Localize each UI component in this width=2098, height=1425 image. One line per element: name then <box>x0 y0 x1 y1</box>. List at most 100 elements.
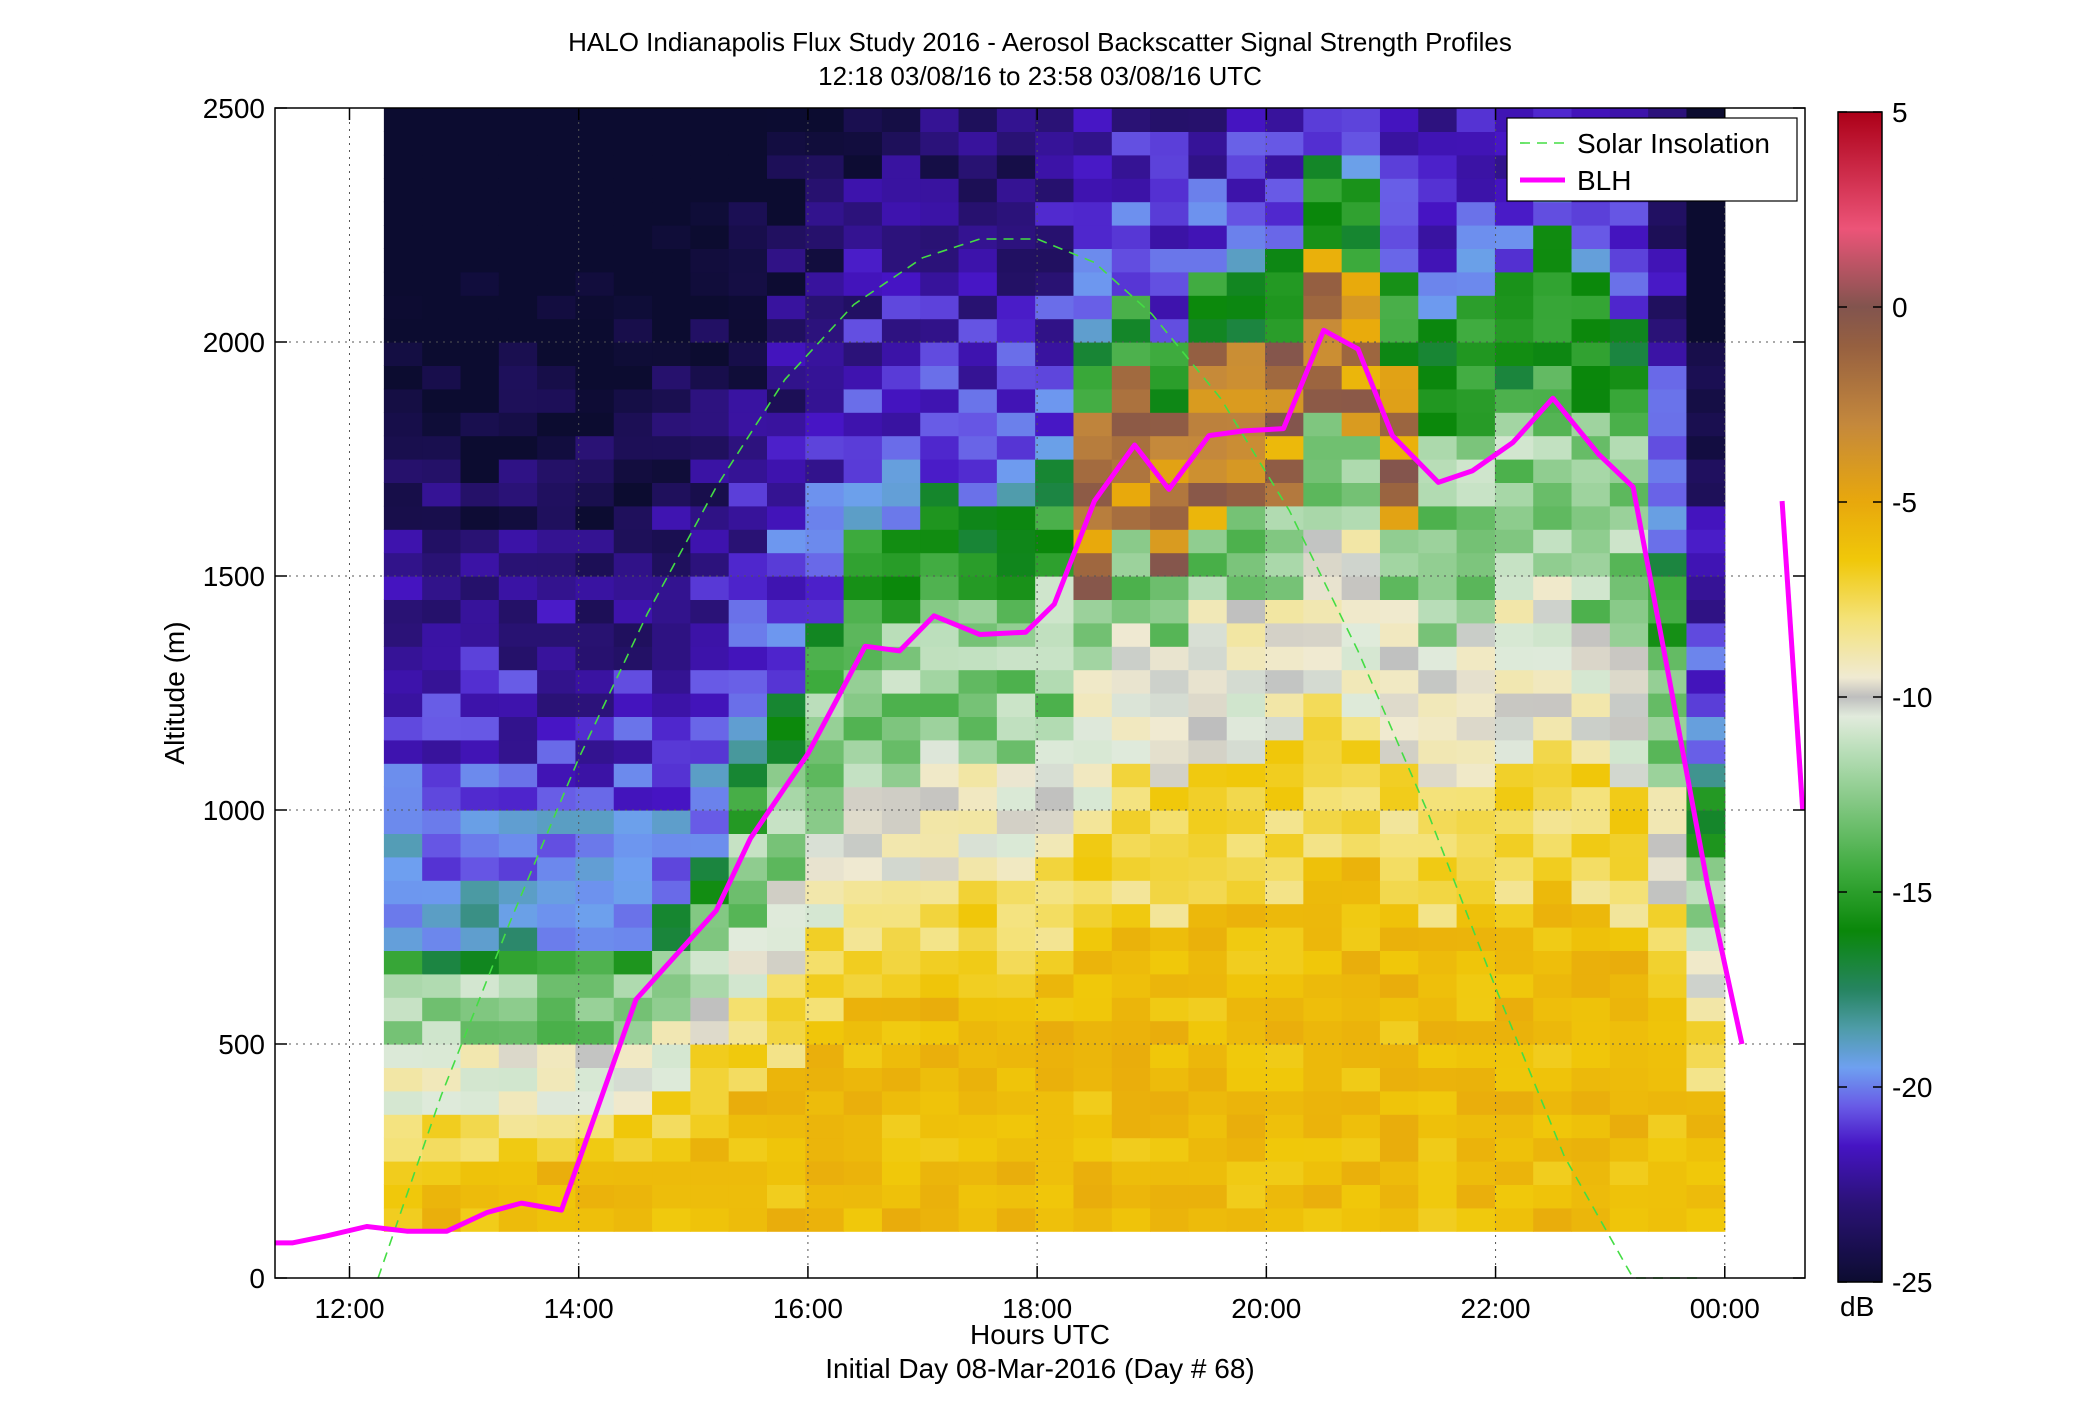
heatmap-cell <box>422 786 462 811</box>
heatmap-cell <box>996 950 1036 975</box>
heatmap-cell <box>537 529 577 554</box>
heatmap-cell <box>690 154 730 179</box>
heatmap-cell <box>1265 786 1304 811</box>
heatmap-cell <box>1150 1044 1190 1068</box>
heatmap-cell <box>1571 388 1611 413</box>
heatmap-cell <box>1418 1161 1458 1185</box>
heatmap-cell <box>920 1184 960 1209</box>
heatmap-cell <box>1111 646 1151 671</box>
heatmap-cell <box>1265 178 1304 203</box>
heatmap-cell <box>537 693 577 717</box>
heatmap-cell <box>1418 1090 1458 1115</box>
heatmap-cell <box>1456 178 1496 203</box>
heatmap-cell <box>1609 1184 1649 1209</box>
heatmap-cell <box>652 576 691 600</box>
heatmap-cell <box>575 903 615 928</box>
heatmap-cell <box>766 482 806 507</box>
heatmap-cell <box>996 880 1036 905</box>
heatmap-cell <box>383 576 423 600</box>
heatmap-cell <box>422 669 462 694</box>
heatmap-cell <box>1533 810 1573 834</box>
heatmap-cell <box>920 1207 960 1232</box>
heatmap-cell <box>1226 622 1266 647</box>
y-axis-label: Altitude (m) <box>159 621 190 764</box>
heatmap-cell <box>728 365 768 390</box>
heatmap-cell <box>1533 295 1573 320</box>
heatmap-cell <box>1609 763 1649 788</box>
heatmap-cell <box>1188 318 1228 343</box>
heatmap-cell <box>1035 810 1075 834</box>
heatmap-cell <box>1035 646 1075 671</box>
heatmap-cell <box>996 903 1036 928</box>
heatmap-cell <box>1111 154 1151 179</box>
heatmap-cell <box>958 880 998 905</box>
heatmap-cell <box>1456 576 1496 600</box>
heatmap-cell <box>920 108 960 132</box>
heatmap-cell <box>537 225 577 249</box>
heatmap-cell <box>1571 201 1611 226</box>
heatmap-cell <box>1341 1184 1381 1209</box>
heatmap-cell <box>1073 178 1113 203</box>
heatmap-cell <box>1150 1020 1190 1045</box>
heatmap-cell <box>575 599 615 624</box>
heatmap-cell <box>690 786 730 811</box>
heatmap-cell <box>652 1207 691 1232</box>
heatmap-cell <box>537 435 577 460</box>
heatmap-cell <box>805 997 845 1022</box>
heatmap-cell <box>690 108 730 132</box>
heatmap-cell <box>1686 622 1726 647</box>
heatmap-cell <box>1150 810 1190 834</box>
heatmap-cell <box>728 529 768 554</box>
heatmap-cell <box>958 927 998 951</box>
chart-subtitle: 12:18 03/08/16 to 23:58 03/08/16 UTC <box>818 61 1262 91</box>
heatmap-cell <box>958 716 998 741</box>
heatmap-cell <box>843 529 883 554</box>
heatmap-cell <box>996 669 1036 694</box>
heatmap-cell <box>805 576 845 600</box>
heatmap-cell <box>958 154 998 179</box>
heatmap-cell <box>958 248 998 273</box>
heatmap-cell <box>498 739 538 764</box>
heatmap-cell <box>613 833 653 858</box>
heatmap-cell <box>460 599 500 624</box>
heatmap-cell <box>383 927 423 951</box>
heatmap-cell <box>690 1020 730 1045</box>
heatmap-cell <box>1571 529 1611 554</box>
heatmap-cell <box>537 786 577 811</box>
x-axis-sublabel: Initial Day 08-Mar-2016 (Day # 68) <box>825 1353 1255 1384</box>
heatmap-cell <box>537 1020 577 1045</box>
heatmap-cell <box>1341 295 1381 320</box>
heatmap-cell <box>537 810 577 834</box>
heatmap-cell <box>1188 295 1228 320</box>
heatmap-cell <box>996 412 1036 437</box>
heatmap-cell <box>1533 716 1573 741</box>
heatmap-cell <box>498 763 538 788</box>
heatmap-cell <box>1418 1020 1458 1045</box>
heatmap-cell <box>1456 342 1496 366</box>
heatmap-cell <box>1494 1161 1534 1185</box>
heatmap-cell <box>1341 1067 1381 1092</box>
heatmap-cell <box>920 693 960 717</box>
heatmap-cell <box>1111 318 1151 343</box>
heatmap-cell <box>920 927 960 951</box>
heatmap-cell <box>996 1020 1036 1045</box>
heatmap-cell <box>460 225 500 249</box>
heatmap-cell <box>1073 201 1113 226</box>
heatmap-cell <box>1494 529 1534 554</box>
heatmap-cell <box>460 786 500 811</box>
heatmap-cell <box>652 1184 691 1209</box>
heatmap-cell <box>1265 271 1304 296</box>
heatmap-cell <box>498 856 538 881</box>
heatmap-cell <box>766 154 806 179</box>
heatmap-cell <box>1111 1161 1151 1185</box>
heatmap-cell <box>537 342 577 366</box>
heatmap-cell <box>1188 1184 1228 1209</box>
heatmap-cell <box>1456 903 1496 928</box>
heatmap-cell <box>1686 1184 1726 1209</box>
heatmap-cell <box>460 1090 500 1115</box>
heatmap-cell <box>1494 693 1534 717</box>
heatmap-cell <box>652 1020 691 1045</box>
heatmap-cell <box>958 459 998 483</box>
heatmap-cell <box>1686 365 1726 390</box>
heatmap-cell <box>1494 248 1534 273</box>
